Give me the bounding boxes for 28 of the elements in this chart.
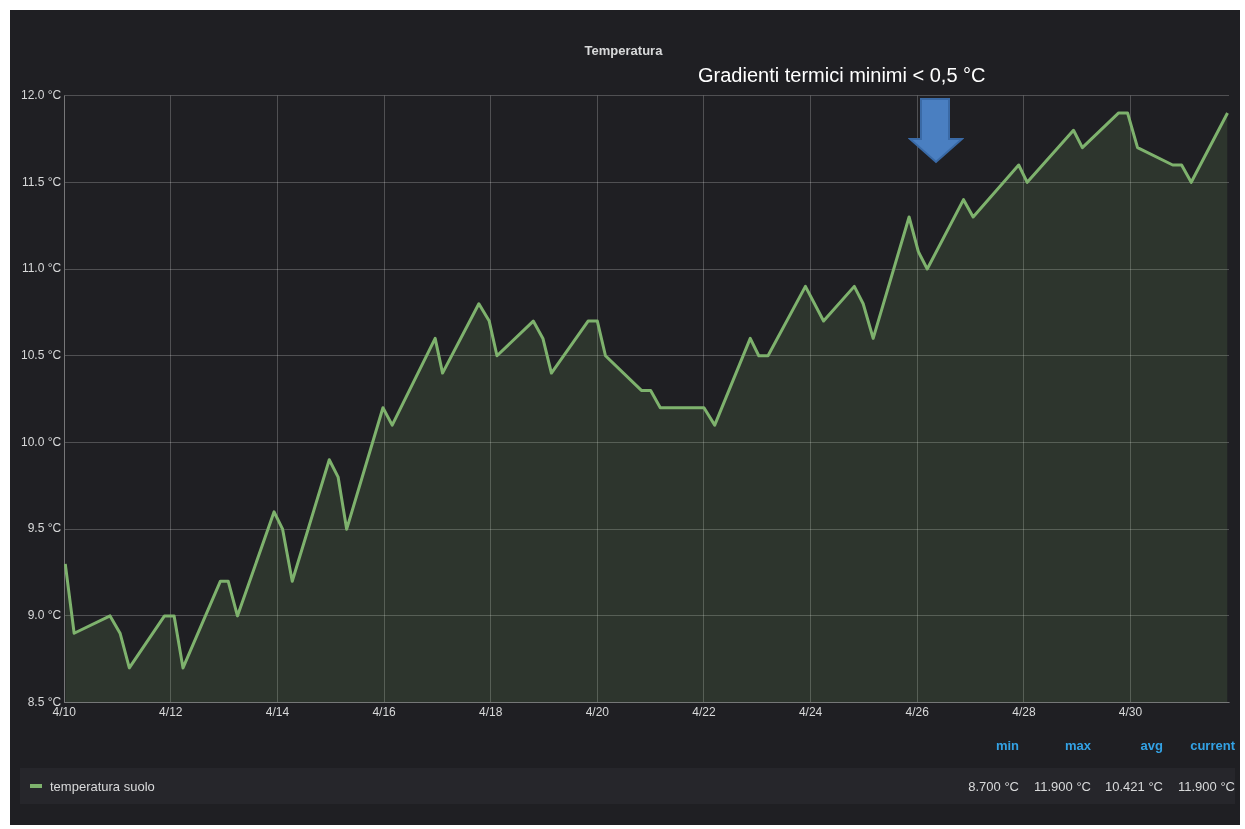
text: min — [994, 738, 1019, 755]
y-tick-label: 10.5 °C — [21, 348, 62, 363]
text: 11.900 °C — [1177, 778, 1235, 794]
x-tick-label: 4/12 — [159, 705, 183, 720]
x-tick-label: 4/18 — [479, 705, 503, 720]
y-tick-label: 11.0 °C — [21, 261, 62, 276]
x-tick-label: 4/14 — [265, 705, 290, 720]
chart-title: Temperatura — [584, 43, 664, 59]
text: Gradienti termici minimi < 0,5 °C — [698, 63, 986, 86]
x-tick-label: 4/30 — [1118, 705, 1143, 720]
x-tick-label: 4/20 — [585, 705, 610, 720]
text: max — [1063, 738, 1091, 755]
y-tick-label: 9.0 °C — [27, 608, 62, 623]
y-tick-label: 11.5 °C — [21, 174, 62, 189]
text: avg — [1139, 738, 1163, 755]
x-tick-label: 4/26 — [905, 705, 930, 720]
legend-label: temperatura suolo — [50, 778, 155, 794]
text: 11.900 °C — [1033, 778, 1091, 794]
x-tick-label: 4/16 — [372, 705, 397, 720]
y-tick-label: 9.5 °C — [27, 521, 62, 536]
y-tick-label: 10.0 °C — [21, 434, 62, 449]
text: 8.700 °C — [967, 778, 1019, 794]
x-tick-label: 4/22 — [692, 705, 716, 720]
text: current — [1189, 738, 1235, 755]
y-tick-label: 12.0 °C — [21, 87, 62, 102]
text: 10.421 °C — [1104, 778, 1163, 794]
x-tick-label: 4/28 — [1012, 705, 1036, 720]
x-tick-label: 4/24 — [798, 705, 823, 720]
